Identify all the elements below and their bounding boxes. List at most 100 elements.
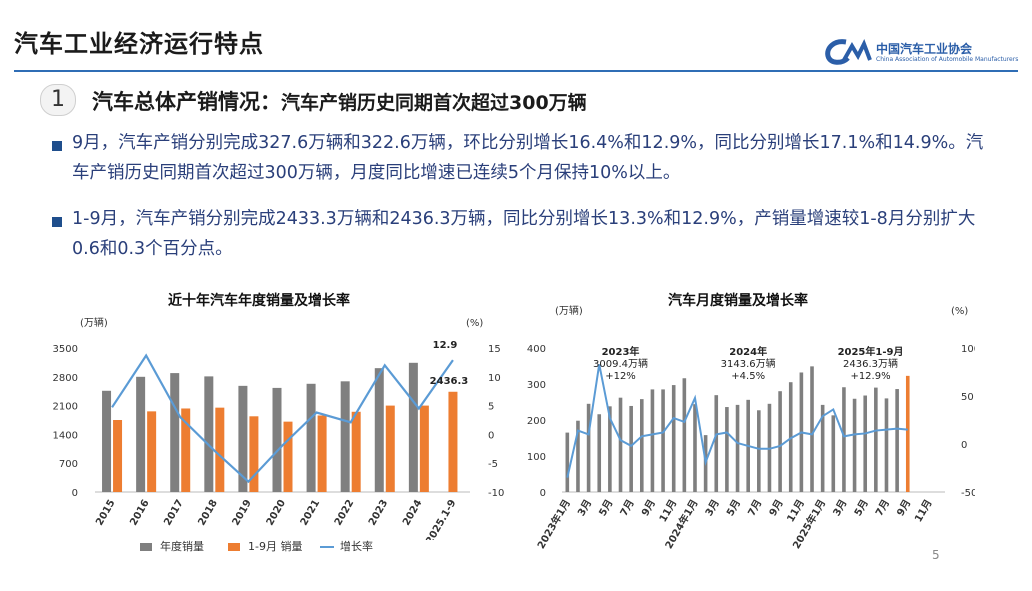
x-tick-label: 11月 — [657, 498, 679, 525]
bar-monthly-sales — [788, 382, 793, 492]
y2-tick-label: 0 — [961, 440, 967, 451]
bar-monthly-sales — [810, 366, 814, 492]
bar-monthly-sales — [714, 395, 719, 492]
x-tick-label: 7月 — [618, 498, 637, 519]
bar-annual-sales — [306, 383, 316, 492]
annotation-label: 2023年 — [602, 345, 640, 358]
y-tick-label: 0 — [540, 488, 546, 499]
legend-line-blue — [320, 546, 334, 548]
x-tick-label: 2017 — [162, 498, 185, 528]
x-tick-label: 2015 — [94, 498, 117, 528]
bar-monthly-sales — [725, 407, 729, 492]
y-tick-label: 0 — [72, 488, 78, 499]
x-tick-label: 9月 — [767, 498, 786, 519]
bar-annual-sales — [204, 376, 214, 492]
bar-jan-sep-sales — [448, 391, 458, 492]
y2-tick-label: -10 — [488, 488, 504, 499]
annotation-label: 2024年 — [729, 345, 767, 358]
x-tick-label: 5月 — [852, 498, 871, 519]
annotation-growth: +12.9% — [850, 371, 890, 382]
annotation-growth-value: 12.9 — [433, 340, 458, 351]
x-tick-label: 2022 — [333, 498, 356, 528]
y-tick-label: 700 — [59, 459, 78, 470]
x-tick-label: 2023 — [367, 498, 390, 528]
y-tick-label: 1400 — [53, 430, 78, 441]
y2-tick-label: 10 — [488, 373, 501, 384]
annotation-growth: +4.5% — [731, 371, 765, 382]
bar-jan-sep-sales — [249, 416, 259, 492]
bar-annual-sales — [136, 376, 146, 492]
bar-monthly-sales — [884, 398, 889, 492]
section-heading-tagline: 汽车产销历史同期首次超过300万辆 — [281, 92, 587, 114]
y-axis-unit: (万辆) — [555, 304, 583, 317]
legend-swatch-gray — [140, 543, 152, 551]
bar-monthly-sales — [608, 406, 612, 492]
bar-jan-sep-sales — [419, 405, 429, 492]
y-tick-label: 100 — [527, 452, 546, 463]
bar-monthly-sales — [618, 397, 623, 492]
x-tick-label: 2024 — [401, 498, 424, 528]
bar-monthly-sales — [671, 385, 676, 492]
bar-monthly-sales — [757, 410, 761, 492]
bar-monthly-sales — [693, 404, 697, 492]
annotation-label: 2025年1-9月 — [838, 345, 904, 358]
page-number: 5 — [932, 548, 940, 562]
legend-swatch-orange — [228, 543, 240, 551]
bar-monthly-sales — [682, 378, 687, 492]
x-tick-label: 9月 — [639, 498, 658, 519]
y2-tick-label: -50 — [961, 488, 975, 499]
logo-en-text: China Association of Automobile Manufact… — [876, 56, 1019, 63]
x-tick-label: 9月 — [894, 498, 913, 519]
bullet-square-icon — [52, 217, 62, 227]
x-tick-label: 3月 — [703, 498, 722, 519]
y2-axis-unit: (%) — [951, 306, 968, 317]
caam-logo-icon — [825, 39, 872, 65]
bar-monthly-sales — [842, 387, 846, 492]
bar-monthly-sales — [852, 398, 857, 492]
bar-jan-sep-sales — [147, 411, 157, 492]
bar-monthly-sales — [576, 420, 580, 492]
annual-sales-chart: (万辆) (%) 0 700 1400 2100 2800 3500 -10 -5 0 5 10 15 20… — [53, 316, 505, 540]
x-tick-label: 2023年1月 — [534, 497, 573, 550]
y-tick-label: 400 — [527, 344, 546, 355]
bar-monthly-sales — [863, 395, 868, 492]
x-tick-label: 2025.1-9 — [424, 498, 458, 540]
bar-annual-sales — [238, 385, 248, 492]
x-tick-label: 7月 — [873, 498, 892, 519]
bullet-square-icon — [52, 141, 62, 151]
bar-annual-sales — [374, 368, 384, 492]
bar-monthly-sales — [565, 432, 570, 492]
x-tick-label: 2016 — [128, 498, 151, 528]
x-tick-label: 3月 — [575, 498, 594, 519]
y-tick-label: 300 — [527, 380, 546, 391]
logo-cn-text: 中国汽车工业协会 — [876, 42, 973, 56]
y-tick-label: 3500 — [53, 344, 78, 355]
annotation-sales-value: 2436.3 — [430, 376, 469, 387]
bar-jan-sep-sales — [181, 408, 191, 492]
y2-tick-label: -5 — [488, 459, 498, 470]
bar-annual-sales — [340, 381, 350, 492]
bar-jan-sep-sales — [385, 405, 395, 492]
y2-tick-label: 50 — [961, 392, 974, 403]
bar-jan-sep-sales — [317, 415, 327, 492]
growth-rate-line — [111, 353, 454, 484]
caam-logo: 中国汽车工业协会 China Association of Automobile… — [824, 38, 1024, 70]
legend-label: 1-9月 销量 — [248, 540, 303, 553]
x-tick-label: 2019 — [231, 498, 254, 528]
section-heading-main: 汽车总体产销情况： — [92, 90, 281, 114]
bar-jan-sep-sales — [283, 421, 293, 492]
title-divider — [14, 70, 1018, 72]
bar-monthly-sales — [639, 399, 644, 492]
monthly-sales-chart: (万辆)(%)0100200300400-500501002023年1月3月5月… — [527, 304, 975, 550]
annotation-total: 2436.3万辆 — [843, 357, 898, 370]
y-tick-label: 2800 — [53, 373, 78, 384]
bar-monthly-sales — [895, 389, 899, 492]
x-tick-label: 5月 — [724, 498, 743, 519]
bar-monthly-sales — [586, 403, 591, 492]
bar-jan-sep-sales — [215, 407, 225, 492]
x-tick-label: 2021 — [299, 498, 322, 528]
bar-monthly-sales — [661, 389, 665, 492]
x-tick-label: 3月 — [831, 498, 850, 519]
x-tick-label: 5月 — [597, 498, 616, 519]
y2-axis-unit: (%) — [466, 318, 483, 329]
